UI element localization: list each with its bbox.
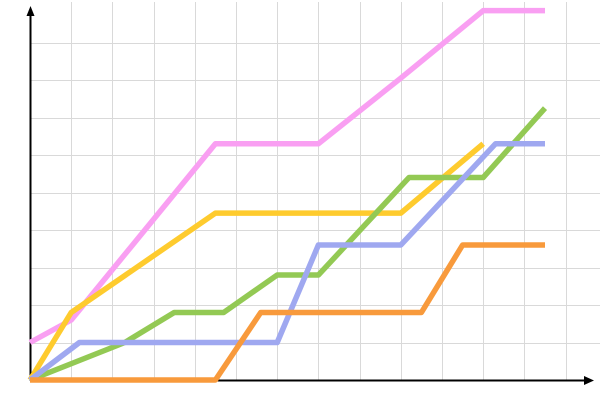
series-line-green — [28, 106, 548, 383]
vertical-gridlines — [71, 2, 567, 380]
series-line-yellow — [27, 141, 485, 382]
series-line-pink — [28, 7, 545, 345]
series-line-orange — [30, 242, 545, 383]
series-line-blue — [28, 141, 545, 383]
chart-axes — [26, 6, 594, 385]
x-axis-arrow-icon — [584, 376, 594, 385]
y-axis-arrow-icon — [26, 6, 35, 16]
horizontal-gridlines — [30, 43, 600, 344]
data-series-group — [27, 7, 548, 383]
